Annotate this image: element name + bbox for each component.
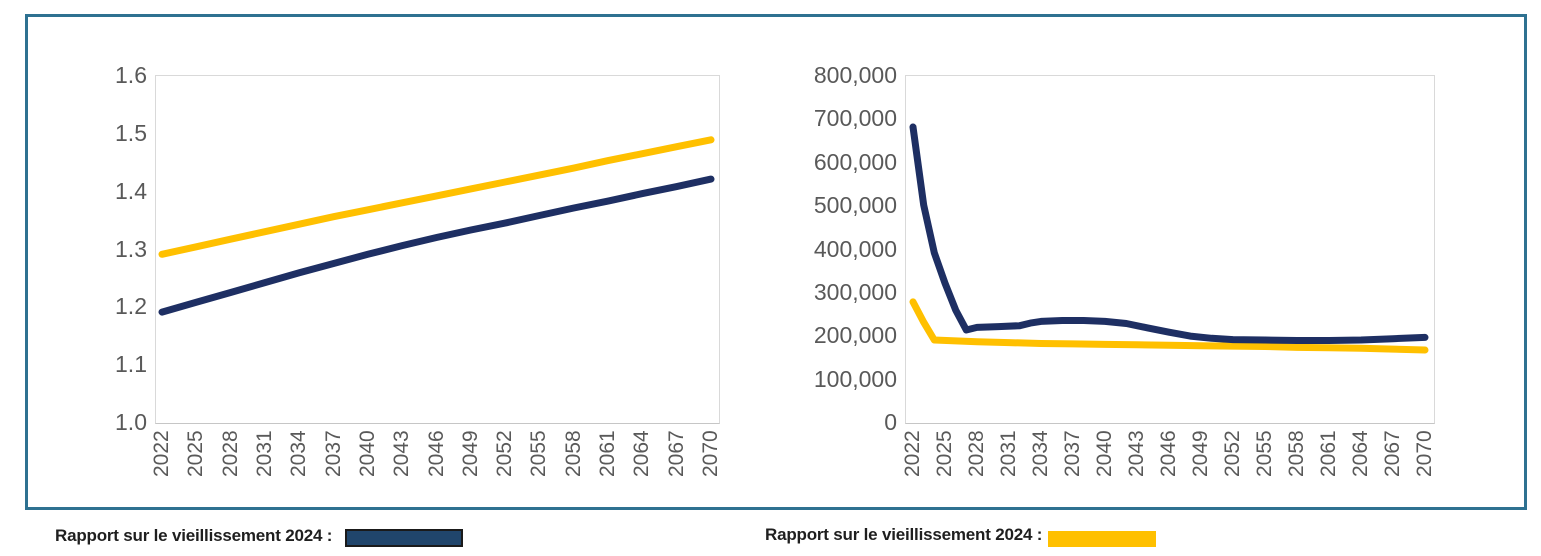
legend-swatch-navy	[345, 529, 463, 547]
legend-swatch-yellow	[1048, 531, 1156, 547]
chart-frame-border	[25, 14, 1527, 510]
legend-label-right: Rapport sur le vieillissement 2024 :	[765, 525, 1043, 544]
legend-label-left: Rapport sur le vieillissement 2024 :	[55, 526, 333, 545]
